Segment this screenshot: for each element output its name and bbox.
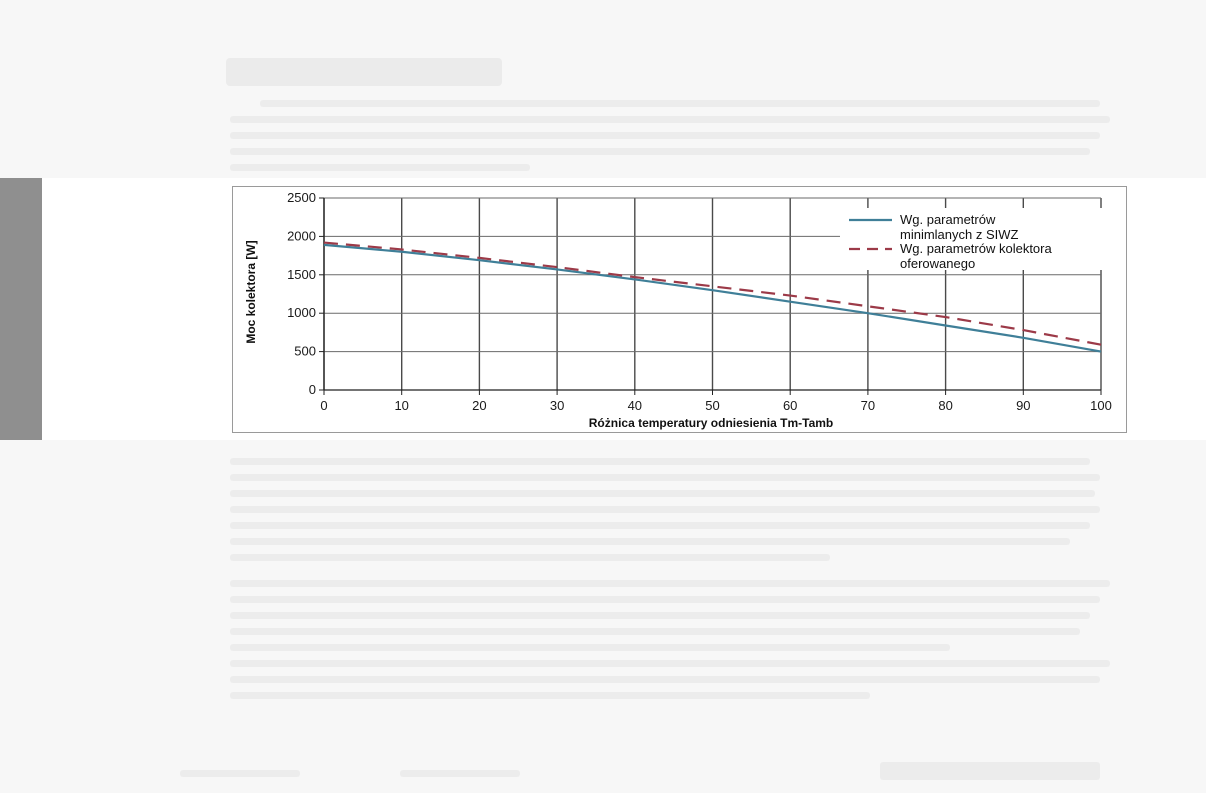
chart: 0 500 1000 1500 2000 2500 0 10 20 30 40 50 60 70 80 90 1… xyxy=(244,190,1115,430)
legend-entry-1-line2: minimlanych z SIWZ xyxy=(900,227,1019,242)
x-axis-label: Różnica temperatury odniesienia Tm-Tamb xyxy=(589,416,834,430)
axes xyxy=(319,197,1102,395)
x-tick-label: 40 xyxy=(628,398,642,413)
legend-entry-2-line2: oferowanego xyxy=(900,256,975,271)
series-line-siwz xyxy=(323,243,1102,353)
legend-entry-1-line1: Wg. parametrów xyxy=(900,212,996,227)
faded-footer-logos xyxy=(880,762,1100,780)
y-tick-label: 1500 xyxy=(287,267,316,282)
faded-text-line xyxy=(230,148,1090,155)
faded-text-line xyxy=(230,628,1080,635)
faded-text-line xyxy=(230,522,1090,529)
x-tick-label: 10 xyxy=(394,398,408,413)
y-tick-label: 2000 xyxy=(287,228,316,243)
legend-entry-2-line1: Wg. parametrów kolektora xyxy=(900,241,1052,256)
faded-text-line xyxy=(230,132,1100,139)
x-tick-label: 0 xyxy=(320,398,327,413)
faded-text-line xyxy=(230,612,1090,619)
faded-text-line xyxy=(230,116,1110,123)
x-tick-label: 70 xyxy=(861,398,875,413)
faded-text-line xyxy=(230,644,950,651)
faded-text-line xyxy=(230,506,1100,513)
x-tick-label: 50 xyxy=(705,398,719,413)
faded-text-line xyxy=(230,538,1070,545)
y-tick-label: 1000 xyxy=(287,305,316,320)
x-tick-label: 100 xyxy=(1090,398,1112,413)
y-axis-label: Moc kolektora [W] xyxy=(244,240,258,343)
faded-heading xyxy=(226,58,502,86)
faded-text-line xyxy=(230,580,1110,587)
legend-box xyxy=(840,208,1115,270)
faded-text-line xyxy=(230,596,1100,603)
x-tick-label: 20 xyxy=(472,398,486,413)
y-tick-label: 0 xyxy=(309,382,316,397)
faded-text-line xyxy=(230,676,1100,683)
faded-text-line xyxy=(230,458,1090,465)
series xyxy=(323,241,1102,353)
x-tick-label: 90 xyxy=(1016,398,1030,413)
tick-labels: 0 500 1000 1500 2000 2500 0 10 20 30 40 50 60 70 80 90 1… xyxy=(287,190,1112,413)
legend: Wg. parametrów minimlanych z SIWZ Wg. pa… xyxy=(840,208,1115,271)
y-tick-label: 500 xyxy=(294,344,316,359)
x-tick-label: 30 xyxy=(550,398,564,413)
y-tick-label: 2500 xyxy=(287,190,316,205)
faded-text-line xyxy=(230,490,1095,497)
faded-footer xyxy=(180,770,300,777)
x-tick-label: 60 xyxy=(783,398,797,413)
scan-edge-shadow xyxy=(0,178,42,440)
faded-text-line xyxy=(230,554,830,561)
faded-footer xyxy=(400,770,520,777)
faded-text-line xyxy=(260,100,1100,107)
faded-text-line xyxy=(230,164,530,171)
faded-text-line xyxy=(230,474,1100,481)
faded-text-line xyxy=(230,660,1110,667)
x-tick-label: 80 xyxy=(938,398,952,413)
faded-text-line xyxy=(230,692,870,699)
